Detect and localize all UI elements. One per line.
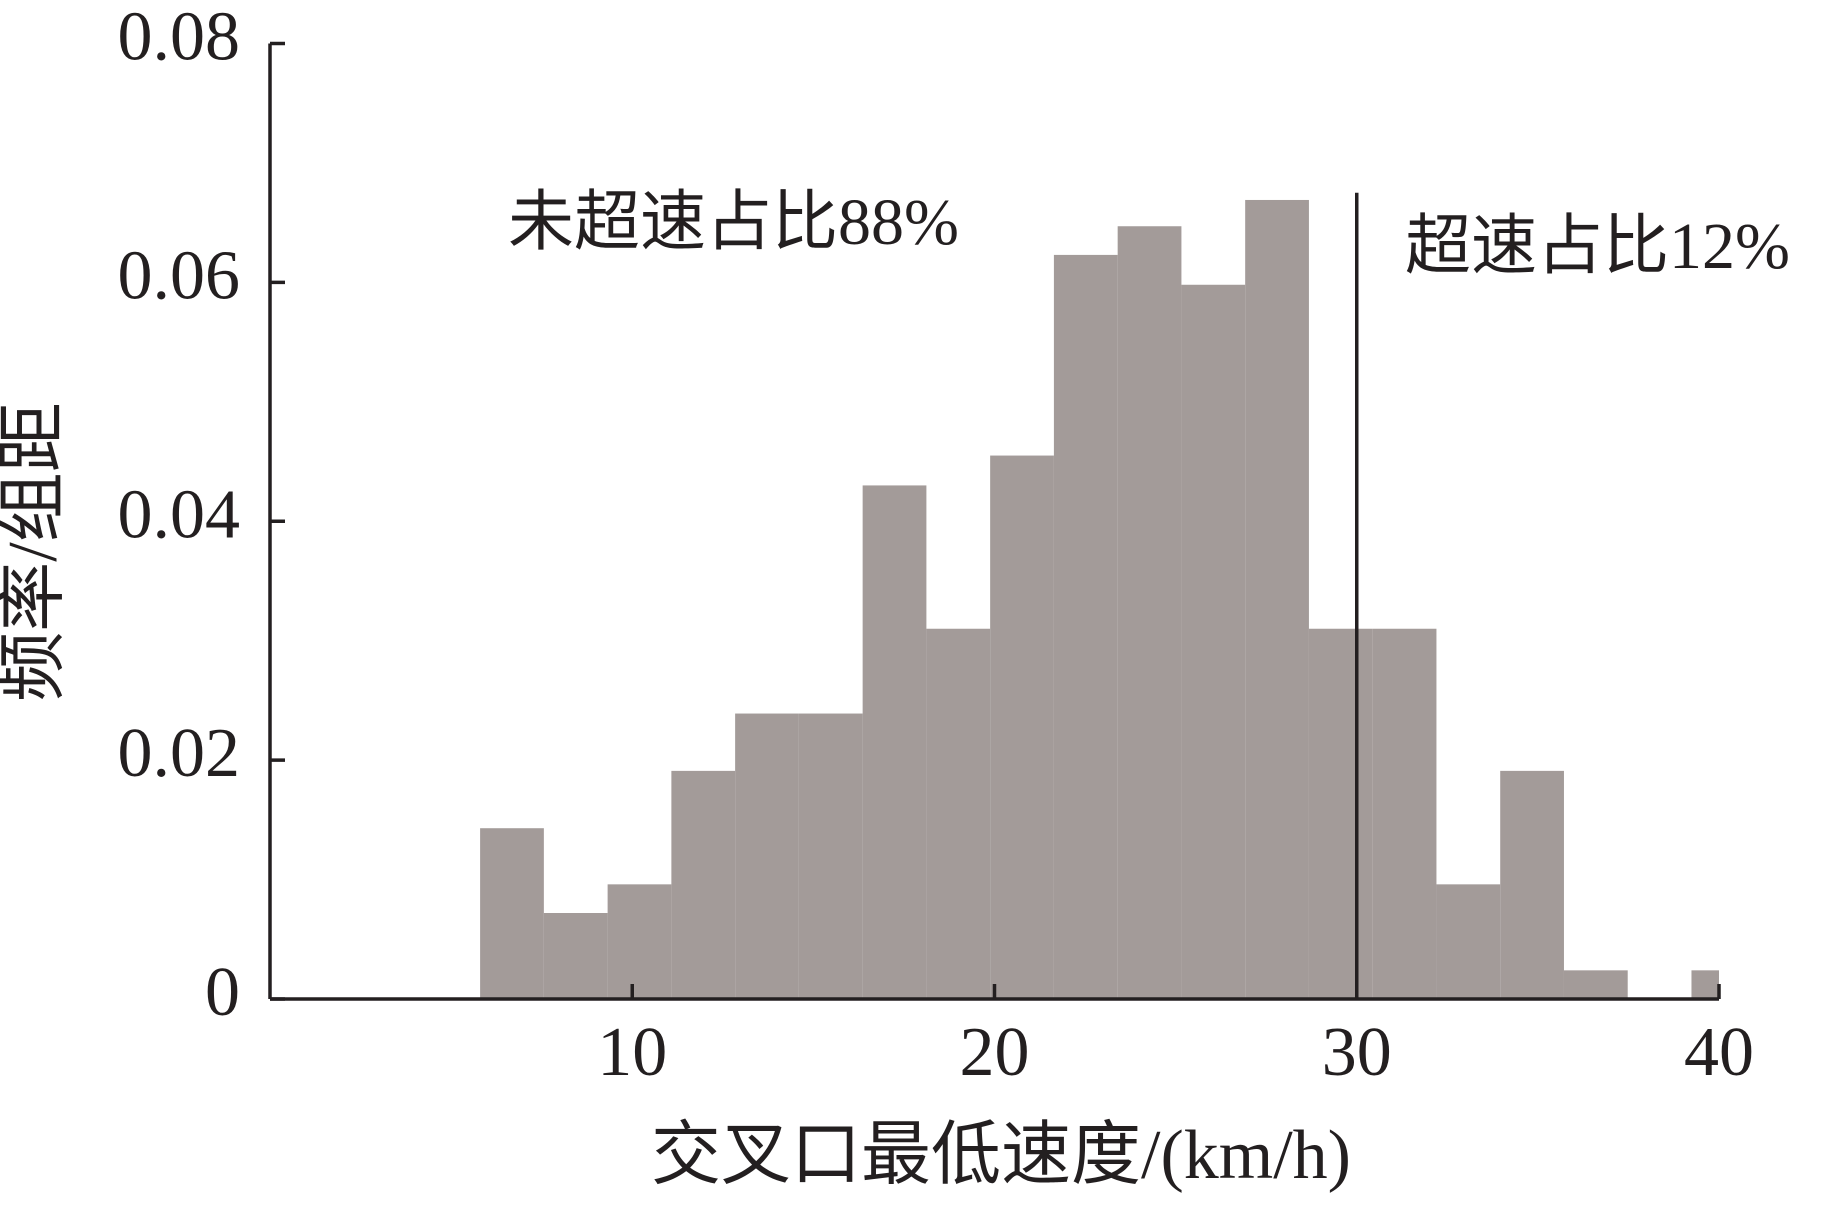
bar bbox=[1563, 970, 1628, 999]
x-axis-title: 交叉口最低速度/(km/h) bbox=[651, 1117, 1351, 1194]
bar bbox=[862, 485, 927, 999]
bar bbox=[1372, 628, 1437, 999]
bar bbox=[1436, 884, 1501, 999]
y-tick-label: 0 bbox=[205, 954, 240, 1031]
bar bbox=[735, 713, 799, 999]
y-tick-label: 0.02 bbox=[118, 715, 241, 792]
y-tick-label: 0.08 bbox=[118, 0, 241, 76]
bar bbox=[1117, 226, 1182, 999]
bar bbox=[1500, 770, 1564, 999]
x-tick-label: 20 bbox=[960, 1014, 1030, 1091]
bar bbox=[543, 913, 608, 999]
x-tick-label: 10 bbox=[597, 1014, 667, 1091]
bar bbox=[1308, 628, 1373, 999]
bar bbox=[480, 828, 544, 999]
y-tick-label: 0.04 bbox=[118, 476, 241, 553]
bar bbox=[671, 770, 736, 999]
bar bbox=[1181, 284, 1246, 999]
bar bbox=[1245, 199, 1309, 999]
bar bbox=[926, 628, 991, 999]
y-axis-title: 频率/组距 bbox=[0, 402, 72, 701]
y-tick-label: 0.06 bbox=[118, 237, 241, 314]
annotation: 未超速占比88% bbox=[508, 186, 959, 259]
x-tick-label: 40 bbox=[1684, 1014, 1754, 1091]
bar bbox=[607, 884, 672, 999]
bar bbox=[798, 713, 863, 999]
annotation: 超速占比12% bbox=[1405, 210, 1790, 283]
bar bbox=[990, 455, 1054, 999]
x-tick-label: 30 bbox=[1322, 1014, 1392, 1091]
bar bbox=[1691, 970, 1719, 999]
bar bbox=[1053, 254, 1118, 1000]
